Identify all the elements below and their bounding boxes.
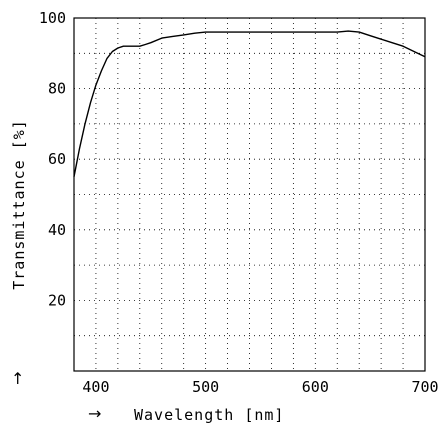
x-tick-label: 500: [192, 378, 219, 396]
x-tick-label: 400: [82, 378, 109, 396]
x-axis-title: Wavelength [nm]: [134, 406, 284, 424]
transmittance-curve: [73, 30, 426, 177]
transmittance-curve-layer: [73, 30, 426, 177]
y-axis-title: Transmittance [%]: [10, 119, 28, 290]
tick-labels: 400 500 600 700 20 40 60 80 100: [39, 9, 439, 396]
y-tick-label: 80: [48, 80, 66, 98]
y-tick-label: 20: [48, 291, 66, 309]
x-tick-label: 700: [411, 378, 438, 396]
plot-frame: [73, 17, 426, 372]
grid-lines: [74, 18, 425, 371]
y-tick-label: 40: [48, 221, 66, 239]
x-axis-arrow-icon: →: [88, 404, 101, 423]
y-tick-label: 100: [39, 9, 66, 27]
y-axis-arrow-icon: ↑: [11, 369, 24, 388]
x-tick-label: 600: [302, 378, 329, 396]
y-tick-label: 60: [48, 150, 66, 168]
